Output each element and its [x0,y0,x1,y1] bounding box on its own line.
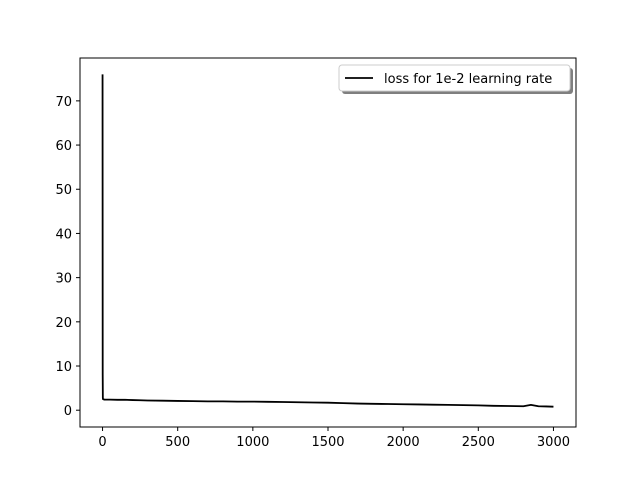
x-tick-label: 1500 [311,435,344,450]
plot-area [80,58,576,427]
y-tick-label: 0 [64,404,72,419]
x-tick-label: 2000 [387,435,420,450]
y-tick-label: 20 [55,316,72,331]
series-layer [101,74,554,408]
x-tick-label: 1000 [236,435,269,450]
legend: loss for 1e-2 learning rate [338,64,573,94]
legend-label: loss for 1e-2 learning rate [384,72,552,87]
x-tick-label: 3000 [537,435,570,450]
y-axis: 0 10 20 30 40 50 60 70 [55,95,80,419]
y-tick-label: 50 [55,183,72,198]
x-axis: 0 500 1000 1500 2000 2500 3000 [98,427,570,450]
x-tick-label: 2500 [462,435,495,450]
x-tick-label: 500 [165,435,190,450]
legend-box [338,64,571,92]
series-line-0 [101,74,554,408]
y-tick-label: 10 [55,360,72,375]
x-tick-label: 0 [98,435,106,450]
y-tick-label: 70 [55,95,72,110]
y-tick-label: 40 [55,227,72,242]
y-tick-label: 30 [55,272,72,287]
y-tick-label: 60 [55,139,72,154]
